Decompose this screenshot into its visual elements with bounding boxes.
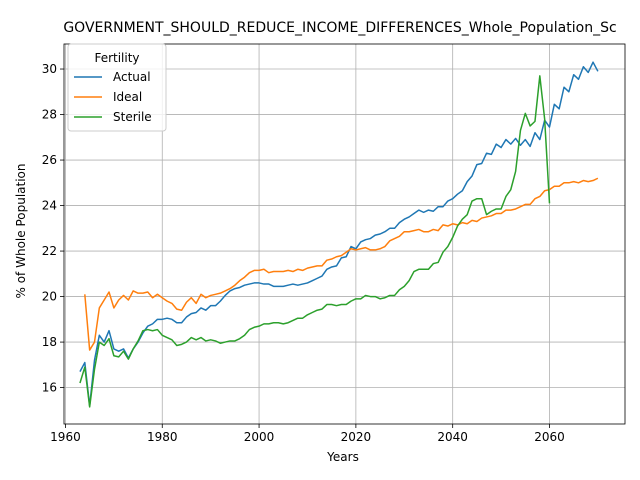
series-line-actual (79, 61, 599, 407)
x-tick-label: 2000 (244, 430, 275, 444)
legend-frame (67, 43, 167, 132)
legend: Fertility Actual Ideal Sterile (67, 43, 167, 132)
grid-lines (64, 44, 625, 424)
x-tick-label: 1980 (147, 430, 178, 444)
legend-label-actual: Actual (113, 70, 151, 84)
y-tick-label: 18 (42, 335, 57, 349)
x-axis-ticks: 1960 1980 2000 2020 2040 2060 (50, 424, 565, 444)
series-line-ideal (84, 177, 599, 351)
y-axis-ticks: 16 18 20 22 24 26 28 30 (42, 62, 64, 395)
legend-title: Fertility (94, 51, 139, 65)
y-tick-label: 20 (42, 290, 57, 304)
series-lines (79, 61, 599, 408)
legend-label-ideal: Ideal (113, 90, 142, 104)
y-tick-label: 22 (42, 244, 57, 258)
y-tick-label: 24 (42, 199, 57, 213)
x-tick-label: 2040 (437, 430, 468, 444)
y-tick-label: 16 (42, 381, 57, 395)
x-tick-label: 2060 (534, 430, 565, 444)
plot-frame (63, 43, 626, 425)
y-tick-label: 28 (42, 108, 57, 122)
series-line-sterile (79, 75, 551, 408)
y-axis-label: % of Whole Population (14, 164, 28, 299)
y-tick-label: 30 (42, 62, 57, 76)
x-tick-label: 2020 (341, 430, 372, 444)
legend-label-sterile: Sterile (113, 110, 152, 124)
y-tick-label: 26 (42, 153, 57, 167)
x-tick-label: 1960 (50, 430, 81, 444)
x-axis-label: Years (326, 450, 359, 464)
chart-title: GOVERNMENT_SHOULD_REDUCE_INCOME_DIFFEREN… (63, 20, 616, 36)
